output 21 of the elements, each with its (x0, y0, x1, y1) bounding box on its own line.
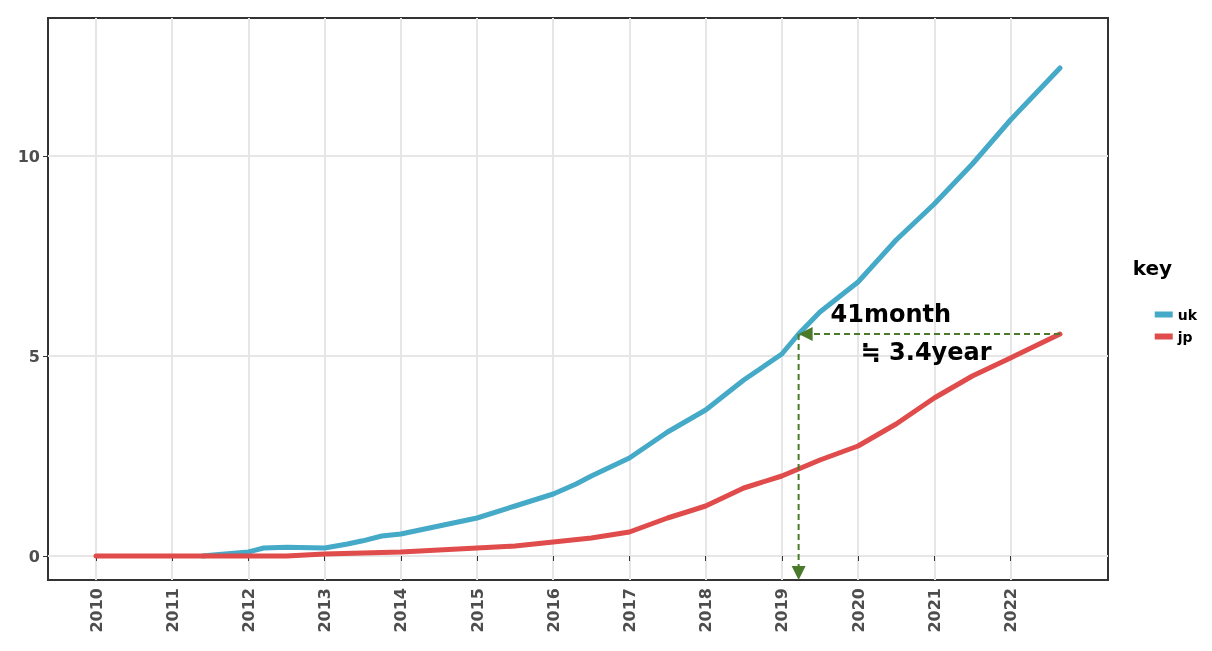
annotation: ≒ 3.4year (860, 338, 992, 366)
x-tick-label: 2016 (543, 588, 563, 633)
y-tick-label: 5 (28, 346, 40, 366)
x-tick-label: 2013 (315, 588, 335, 633)
y-tick-label: 0 (28, 546, 40, 566)
x-tick-label: 2018 (696, 588, 716, 633)
x-tick-label: 2022 (1000, 588, 1020, 633)
legend-label: uk (1177, 306, 1198, 323)
x-tick-label: 2017 (619, 588, 639, 633)
x-tick-label: 2012 (238, 588, 258, 633)
x-tick-label: 2015 (467, 588, 487, 633)
legend-label: jp (1176, 328, 1193, 345)
x-tick-label: 2021 (924, 588, 944, 633)
x-tick-label: 2020 (848, 588, 868, 633)
x-tick-label: 2014 (391, 588, 411, 633)
x-tick-label: 2019 (772, 588, 792, 633)
x-tick-label: 2011 (162, 588, 182, 633)
annotation: 41month (830, 300, 952, 328)
legend-title: key (1132, 256, 1173, 280)
y-tick-label: 10 (17, 146, 40, 166)
x-tick-label: 2010 (86, 588, 106, 633)
